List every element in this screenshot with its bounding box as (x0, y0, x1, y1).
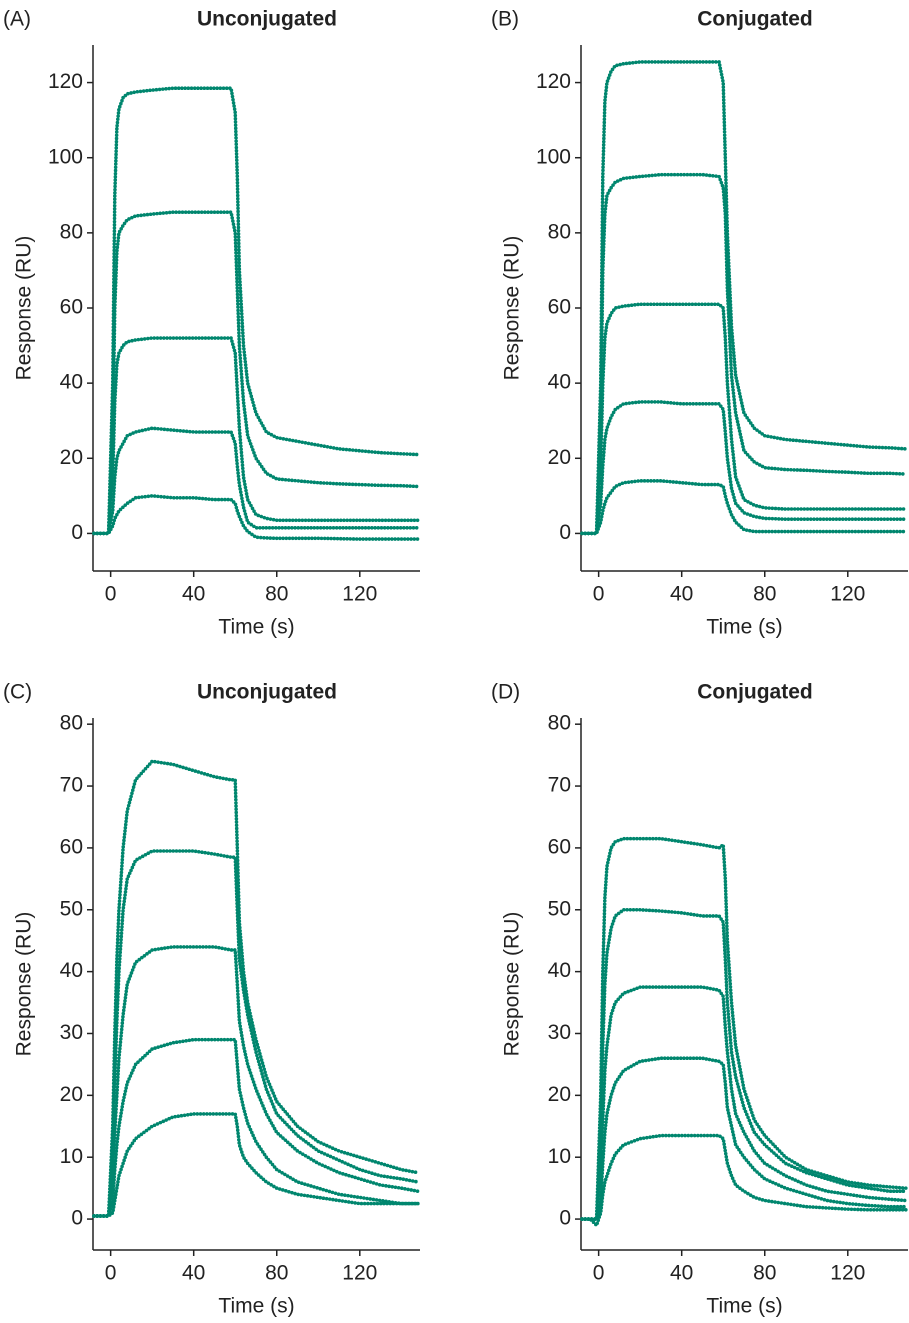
chart-title: Unconjugated (197, 8, 337, 31)
x-tick-label: 80 (265, 583, 288, 606)
y-tick-label: 100 (536, 145, 571, 168)
x-tick-label: 40 (182, 1262, 205, 1285)
y-tick-label: 20 (548, 1083, 571, 1106)
chart-title: Conjugated (697, 681, 813, 704)
x-tick-label: 80 (265, 1262, 288, 1285)
sensorgram-curve (580, 479, 908, 536)
y-tick-label: 30 (548, 1021, 571, 1044)
panel-label: (A) (3, 8, 31, 31)
x-tick-label: 0 (105, 1262, 117, 1285)
chart-title: Unconjugated (197, 681, 337, 704)
y-tick-label: 70 (60, 774, 83, 797)
panel-label: (C) (3, 681, 32, 704)
y-tick-label: 80 (548, 712, 571, 735)
y-tick-label: 0 (559, 521, 571, 544)
x-tick-label: 0 (593, 1262, 605, 1285)
y-tick-label: 80 (548, 220, 571, 243)
y-tick-label: 20 (60, 1083, 83, 1106)
y-tick-label: 50 (548, 897, 571, 920)
y-tick-label: 20 (548, 446, 571, 469)
y-tick-label: 10 (548, 1145, 571, 1168)
y-tick-label: 50 (60, 897, 83, 920)
sensorgram-curve (92, 86, 420, 536)
x-tick-label: 40 (670, 583, 693, 606)
y-axis-title: Response (RU) (501, 236, 524, 381)
sensorgram-curve (580, 985, 908, 1221)
y-tick-label: 80 (60, 712, 83, 735)
x-tick-label: 40 (670, 1262, 693, 1285)
panel-label: (D) (491, 681, 520, 704)
sensorgram-curve (580, 1056, 908, 1221)
y-tick-label: 40 (60, 959, 83, 982)
sensorgram-curve (580, 302, 908, 536)
sensorgram-curve (92, 426, 420, 536)
x-tick-label: 0 (105, 583, 117, 606)
x-tick-label: 40 (182, 583, 205, 606)
sensorgram-curve (580, 60, 908, 536)
sensorgram-curve (92, 1112, 420, 1218)
sensorgram-curve (92, 494, 420, 541)
y-tick-label: 100 (48, 145, 83, 168)
x-axis-title: Time (s) (706, 616, 782, 639)
x-tick-label: 120 (830, 1262, 865, 1285)
y-axis-title: Response (RU) (13, 912, 36, 1057)
sensorgram-curve (580, 172, 908, 536)
y-tick-label: 30 (60, 1021, 83, 1044)
x-tick-label: 80 (753, 1262, 776, 1285)
x-axis-title: Time (s) (706, 1295, 782, 1318)
x-axis-title: Time (s) (218, 616, 294, 639)
y-tick-label: 0 (71, 521, 83, 544)
sensorgram-curve (580, 836, 908, 1221)
y-tick-label: 40 (60, 371, 83, 394)
sensorgram-curve (92, 945, 420, 1218)
sensorgram-curve (92, 759, 420, 1218)
y-tick-label: 0 (559, 1207, 571, 1230)
chart-title: Conjugated (697, 8, 813, 31)
sensorgram-curve (580, 907, 908, 1221)
y-tick-label: 40 (548, 371, 571, 394)
x-tick-label: 80 (753, 583, 776, 606)
y-tick-label: 60 (60, 835, 83, 858)
y-tick-label: 60 (548, 835, 571, 858)
panel-label: (B) (491, 8, 519, 31)
x-tick-label: 120 (830, 583, 865, 606)
x-axis-title: Time (s) (218, 1295, 294, 1318)
y-tick-label: 40 (548, 959, 571, 982)
sensorgram-curve (92, 849, 420, 1218)
y-tick-label: 80 (60, 220, 83, 243)
y-tick-label: 120 (536, 70, 571, 93)
sensorgram-curve (92, 210, 420, 536)
y-tick-label: 60 (548, 296, 571, 319)
sensorgram-curve (580, 1133, 908, 1228)
sensorgram-curve (92, 1037, 420, 1218)
y-tick-label: 120 (48, 70, 83, 93)
y-tick-label: 60 (60, 296, 83, 319)
x-tick-label: 0 (593, 583, 605, 606)
sensorgram-curve (92, 336, 420, 536)
y-tick-label: 10 (60, 1145, 83, 1168)
y-axis-title: Response (RU) (13, 236, 36, 381)
sensorgram-curve (580, 400, 908, 536)
y-axis-title: Response (RU) (501, 912, 524, 1057)
y-tick-label: 70 (548, 774, 571, 797)
y-tick-label: 20 (60, 446, 83, 469)
x-tick-label: 120 (342, 1262, 377, 1285)
y-tick-label: 0 (71, 1207, 83, 1230)
x-tick-label: 120 (342, 583, 377, 606)
